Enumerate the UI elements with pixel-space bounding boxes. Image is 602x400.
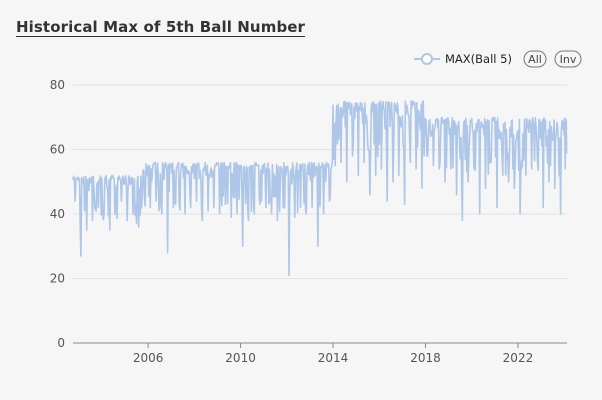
y-tick-label: 60 (50, 143, 65, 157)
legend-all-button[interactable]: All (523, 50, 547, 68)
y-tick-label: 20 (50, 272, 65, 286)
y-tick-label: 80 (50, 78, 65, 92)
chart-title: Historical Max of 5th Ball Number (16, 18, 306, 36)
legend-inv-button[interactable]: Inv (554, 50, 582, 68)
x-tick-label: 2014 (318, 351, 349, 365)
legend[interactable]: MAX(Ball 5) (414, 52, 512, 66)
x-tick-labels: 2006 2010 2014 2018 2022 (133, 351, 533, 365)
y-tick-label: 0 (57, 336, 65, 350)
x-tick-label: 2010 (225, 351, 256, 365)
axes (73, 342, 567, 348)
y-tick-label: 40 (50, 207, 65, 221)
legend-series-label: MAX(Ball 5) (445, 52, 512, 66)
series-line (72, 100, 568, 277)
legend-inv-label: Inv (560, 53, 577, 66)
legend-marker-icon (421, 53, 433, 65)
x-tick-label: 2006 (133, 351, 164, 365)
series-max-ball-5 (72, 100, 568, 277)
x-tick-label: 2022 (503, 351, 534, 365)
legend-all-label: All (528, 53, 542, 66)
x-tick-label: 2018 (410, 351, 441, 365)
y-tick-labels: 0 20 40 60 80 (50, 78, 65, 350)
